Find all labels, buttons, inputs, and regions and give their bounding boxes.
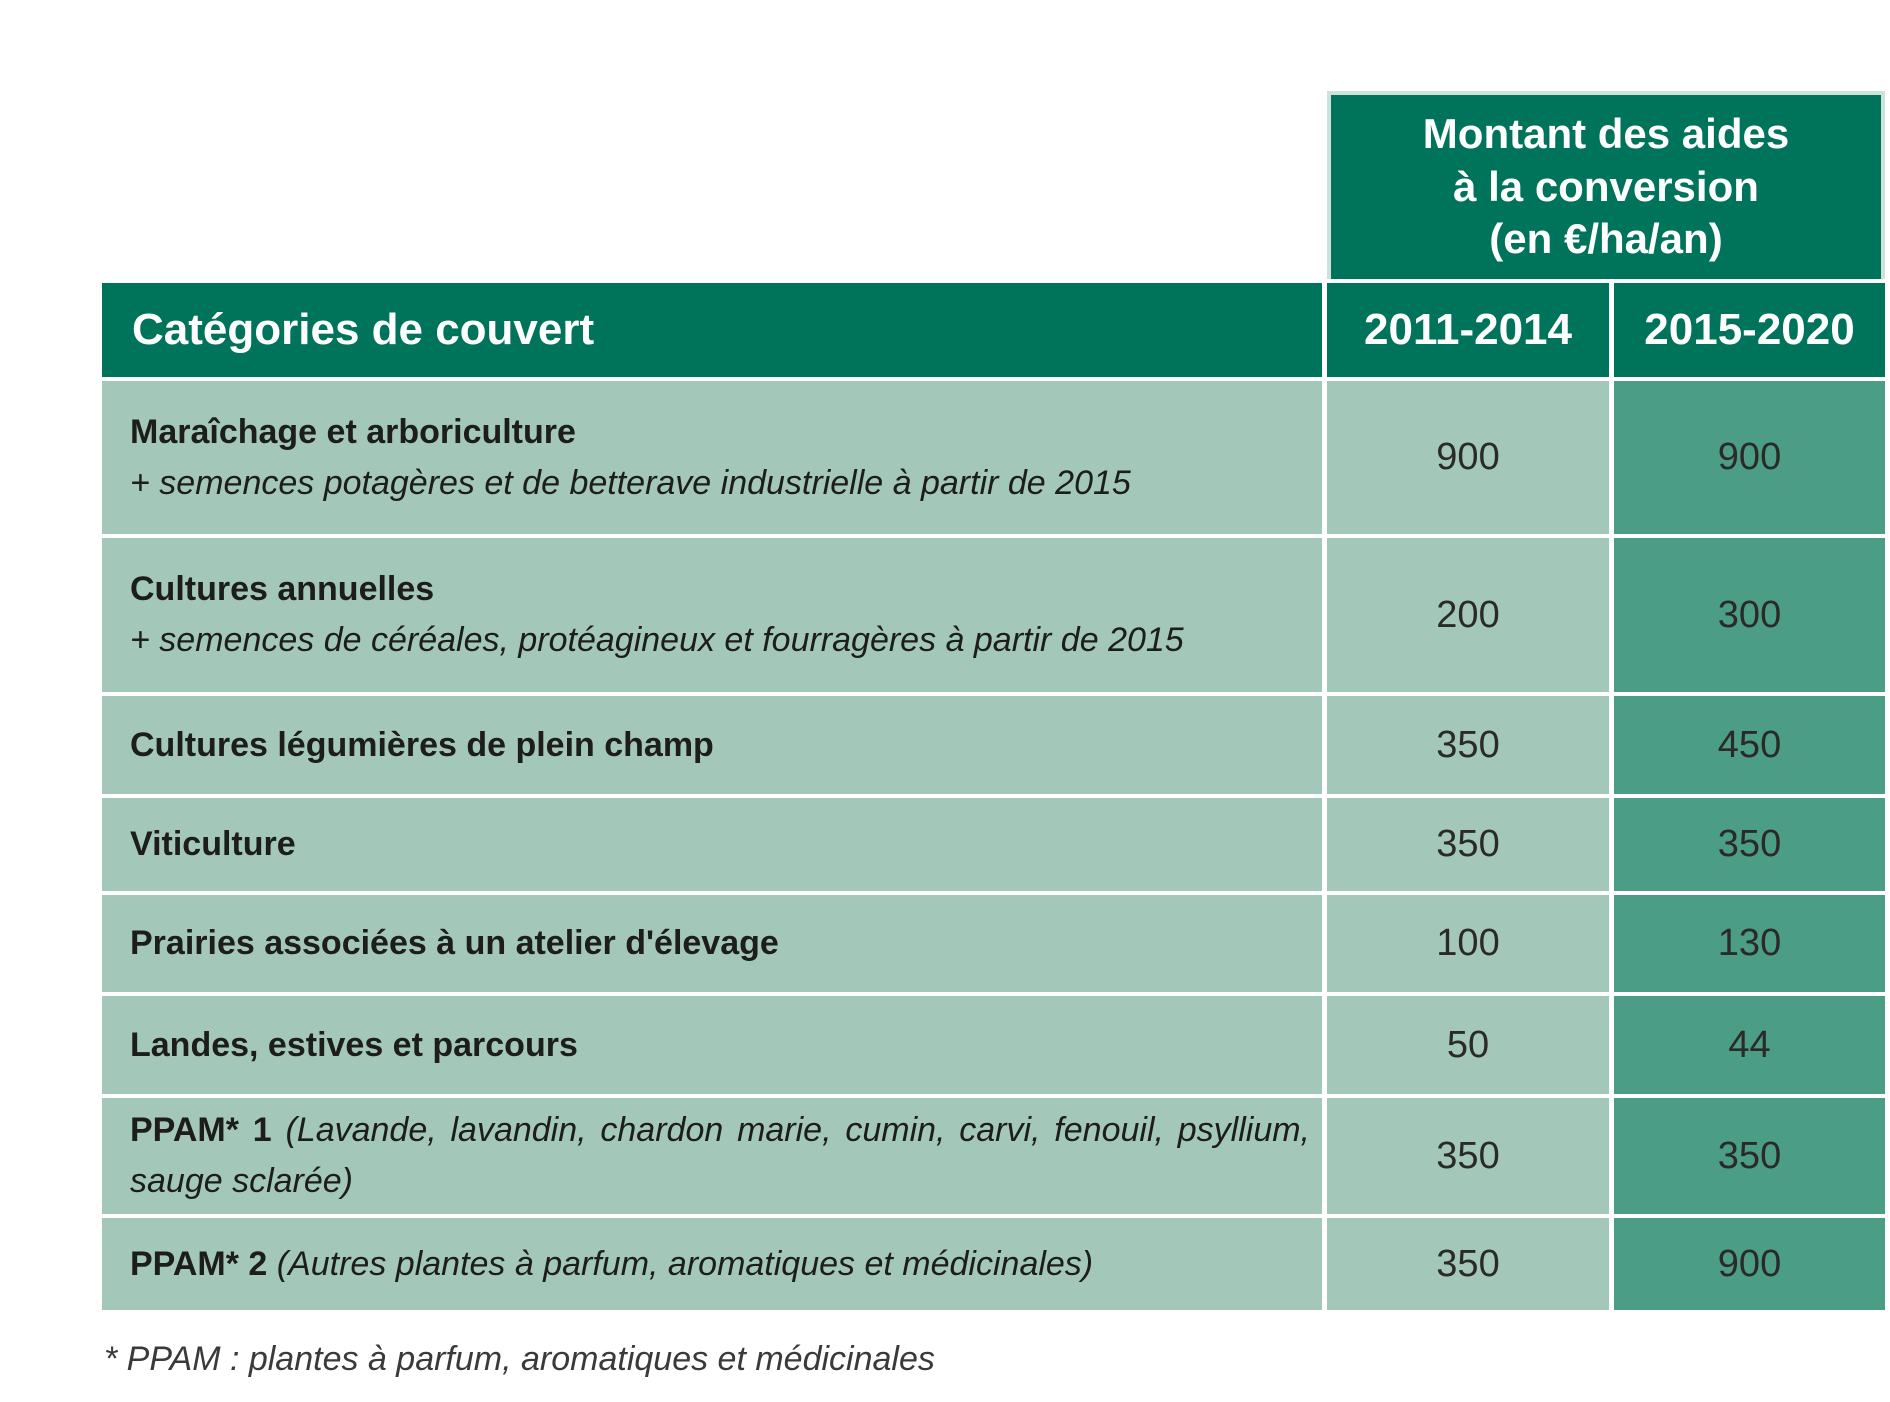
category-cell: PPAM* 2 (Autres plantes à parfum, aromat… bbox=[102, 1218, 1322, 1310]
value-2015-2020: 44 bbox=[1614, 996, 1885, 1094]
value-2015-2020: 900 bbox=[1614, 381, 1885, 534]
category-label: Viticulture bbox=[130, 825, 296, 863]
value-2011-2014: 350 bbox=[1327, 696, 1609, 794]
montant-header-box: Montant des aides à la conversion (en €/… bbox=[1327, 91, 1885, 279]
value-2011-2014: 350 bbox=[1327, 1218, 1609, 1310]
value-2011-2014: 900 bbox=[1327, 381, 1609, 534]
category-cell: Cultures légumières de plein champ bbox=[102, 696, 1322, 794]
category-label: PPAM* 2 bbox=[130, 1244, 268, 1283]
value-2015-2020: 350 bbox=[1614, 798, 1885, 891]
category-label: Cultures légumières de plein champ bbox=[130, 725, 714, 764]
value-2011-2014: 350 bbox=[1327, 1098, 1609, 1214]
value-2015-2020: 300 bbox=[1614, 538, 1885, 692]
category-cell: Cultures annuelles + semences de céréales… bbox=[102, 538, 1322, 692]
column-header-2015-2020: 2015-2020 bbox=[1614, 283, 1885, 377]
value-2011-2014: 350 bbox=[1327, 798, 1609, 891]
value-2011-2014: 100 bbox=[1327, 895, 1609, 992]
value-2015-2020: 130 bbox=[1614, 895, 1885, 992]
conversion-aid-table-figure: Montant des aides à la conversion (en €/… bbox=[102, 91, 1885, 1379]
category-label: Landes, estives et parcours bbox=[130, 1025, 578, 1064]
value-2015-2020: 900 bbox=[1614, 1218, 1885, 1310]
category-detail: (Autres plantes à parfum, aromatiques et… bbox=[276, 1244, 1094, 1283]
category-detail: + semences potagères et de betterave ind… bbox=[130, 463, 1131, 502]
category-cell: Viticulture bbox=[102, 798, 1322, 891]
category-label: Maraîchage et arboriculture bbox=[130, 412, 576, 451]
category-label: Cultures annuelles bbox=[130, 570, 435, 608]
category-cell: Maraîchage et arboriculture + semences po… bbox=[102, 381, 1322, 534]
category-cell: Landes, estives et parcours bbox=[102, 996, 1322, 1094]
column-header-categories: Catégories de couvert bbox=[102, 283, 1322, 377]
aid-table: Catégories de couvert 2011-2014 2015-202… bbox=[102, 283, 1885, 1310]
category-label: PPAM* 1 bbox=[130, 1111, 272, 1149]
category-cell: PPAM* 1 (Lavande, lavandin, chardon mari… bbox=[102, 1098, 1322, 1214]
value-2015-2020: 450 bbox=[1614, 696, 1885, 794]
value-2011-2014: 200 bbox=[1327, 538, 1609, 692]
footnote: * PPAM : plantes à parfum, aromatiques e… bbox=[104, 1340, 935, 1378]
category-detail: (Lavande, lavandin, chardon marie, cumin… bbox=[130, 1111, 1310, 1200]
category-detail: + semences de céréales, protéagineux et … bbox=[130, 621, 1184, 659]
montant-header-title: Montant des aides à la conversion (en €/… bbox=[1422, 110, 1790, 263]
value-2011-2014: 50 bbox=[1327, 996, 1609, 1094]
value-2015-2020: 350 bbox=[1614, 1098, 1885, 1214]
category-cell: Prairies associées à un atelier d'élevag… bbox=[102, 895, 1322, 992]
category-label: Prairies associées à un atelier d'élevag… bbox=[130, 924, 779, 962]
column-header-2011-2014: 2011-2014 bbox=[1327, 283, 1609, 377]
